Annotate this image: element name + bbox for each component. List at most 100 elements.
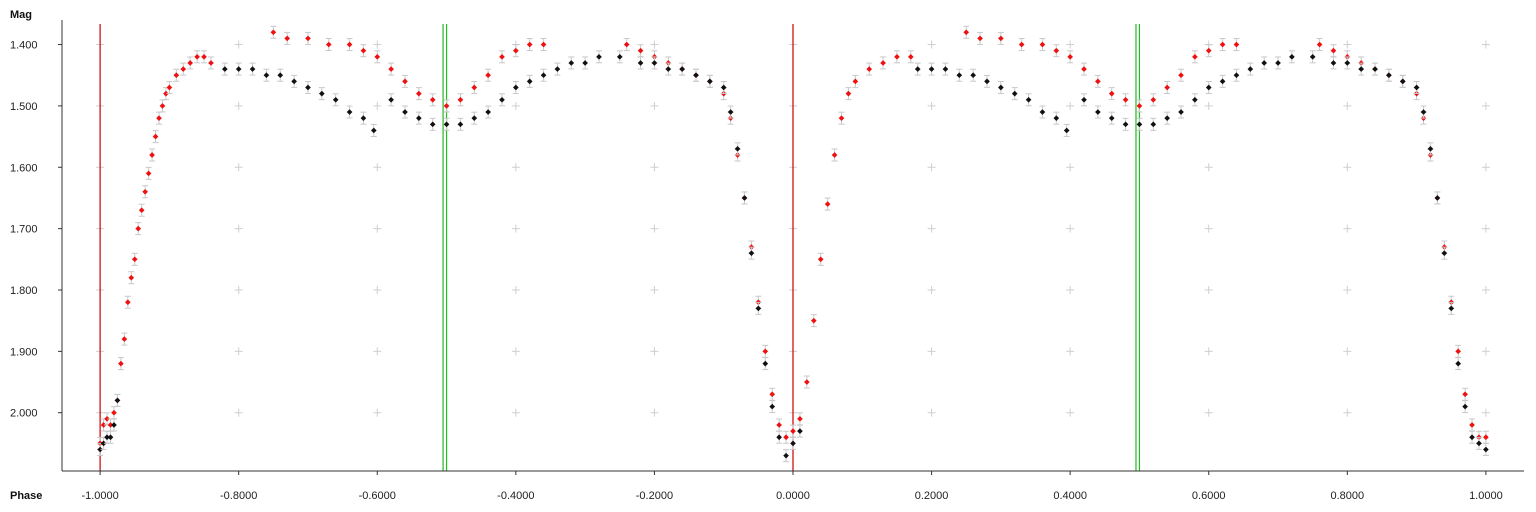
grid-plus [511,163,520,172]
data-point [790,424,796,438]
data-point [1136,117,1143,131]
data-point [783,449,790,463]
grid-plus [234,285,243,294]
grid-plus [1343,408,1352,417]
data-point [443,99,450,113]
data-point [1482,443,1489,457]
data-point [977,31,984,45]
data-point [1316,38,1323,52]
data-point [429,93,436,107]
data-point [1178,105,1185,119]
data-point [963,25,970,39]
grid-plus [1066,101,1075,110]
data-point [796,424,803,438]
x-tick-label: 0.4000 [1053,490,1087,502]
grid-plus [927,285,936,294]
data-point [1205,80,1212,94]
data-point [769,400,776,414]
ephemeris-lines [99,24,1141,471]
grid-plus [927,347,936,356]
data-point [1469,430,1476,444]
data-point [1136,99,1143,113]
grid-plus [1481,40,1490,49]
data-point [415,111,422,125]
data-point [665,62,672,76]
x-tick-label: 0.8000 [1330,490,1364,502]
grid-plus [1343,163,1352,172]
data-point [249,62,256,76]
data-point [540,68,547,82]
data-point [1469,418,1476,432]
data-point [1309,50,1316,64]
data-point [370,123,377,137]
data-point [1275,56,1282,70]
grid-plus [234,347,243,356]
grid-plus [1204,101,1213,110]
grid-plus [234,224,243,233]
data-point [1067,50,1074,64]
data-point [540,38,547,52]
data-point [942,62,949,76]
x-tick-label: 0.2000 [915,490,949,502]
data-point [1025,93,1032,107]
grid-plus [1066,408,1075,417]
x-tick-label: 0.6000 [1192,490,1226,502]
data-point [142,185,149,199]
x-tick-label: 1.0000 [1469,490,1503,502]
data-point [1081,62,1088,76]
data-point [180,62,187,76]
data-point [679,62,686,76]
data-point [817,252,824,266]
data-point [1164,111,1171,125]
data-point [790,436,796,450]
grid-plus [1066,224,1075,233]
data-point [1385,68,1392,82]
data-point [1434,191,1441,205]
x-axis-title: Phase [10,490,42,502]
grid-plus [373,347,382,356]
grid-plus [650,408,659,417]
data-point [1358,62,1365,76]
grid-plus [1481,408,1490,417]
data-point [471,111,478,125]
data-point [582,56,589,70]
data-point [401,74,408,88]
data-point [100,418,107,432]
data-point [1150,117,1157,131]
data-point [138,203,145,217]
data-point [104,412,111,426]
data-point [110,406,117,420]
data-point [284,31,291,45]
grid-plus [511,224,520,233]
data-point [692,68,699,82]
data-point [346,38,353,52]
data-point [128,271,135,285]
data-point [1219,74,1226,88]
data-point [1233,68,1240,82]
data-point [201,50,208,64]
grid-plus [650,224,659,233]
x-tick-label: -0.6000 [359,490,396,502]
grid-plus [1343,40,1352,49]
data-point [824,197,831,211]
x-tick-label: -1.0000 [81,490,118,502]
data-point [304,31,311,45]
data-point [637,56,644,70]
grid-plus [1204,163,1213,172]
data-point [838,111,845,125]
data-point [457,93,464,107]
data-point [1164,80,1171,94]
data-point [928,62,935,76]
data-point [291,74,298,88]
data-point [769,387,776,401]
x-tick-label: -0.8000 [220,490,257,502]
data-point [776,430,783,444]
data-point [1205,44,1212,58]
data-point [346,105,353,119]
grid-plus [650,347,659,356]
data-point [100,436,107,450]
y-tick-label: 1.700 [10,224,38,236]
data-point [1150,93,1157,107]
grid-plus [650,163,659,172]
data-point [1247,62,1254,76]
